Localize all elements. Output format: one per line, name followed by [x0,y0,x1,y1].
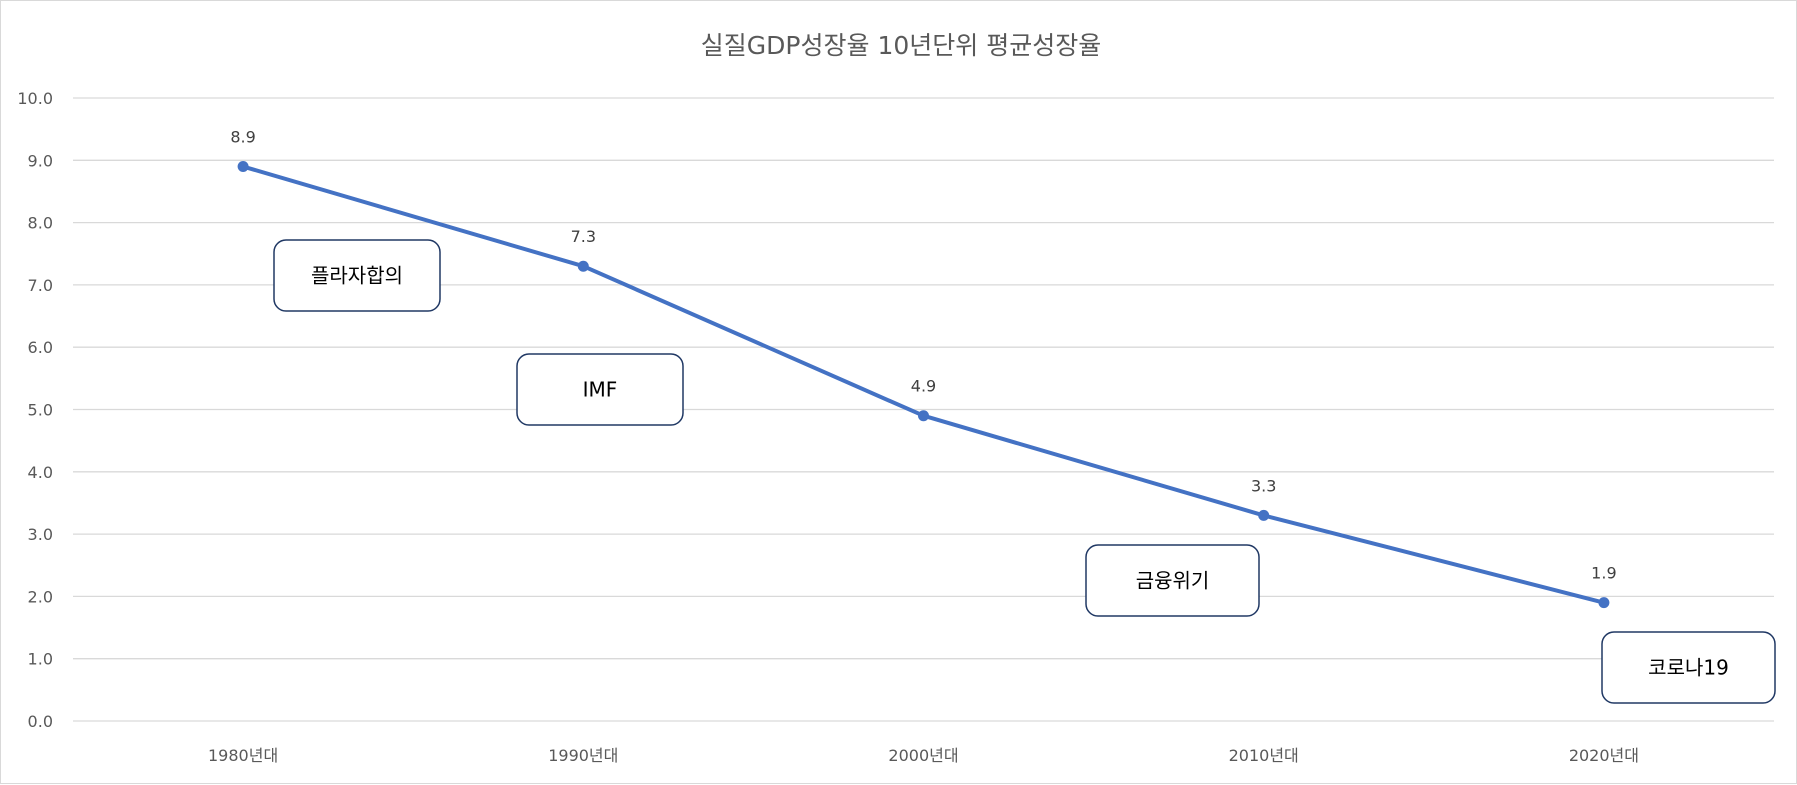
y-tick-label: 2.0 [28,587,53,606]
annotation-box [1085,544,1260,617]
data-point [1258,509,1270,521]
data-label: 1.9 [1591,564,1616,583]
gridlines [73,97,1774,722]
annotation-text: IMF [583,378,618,402]
data-labels: 8.9 7.3 4.9 3.3 1.9 [230,128,1616,583]
annotation-callout: 코로나19 [1601,631,1776,704]
x-axis-ticks: 1980년대 1990년대 2000년대 2010년대 2020년대 [208,746,1639,765]
annotation-box [516,353,684,426]
annotation-box [1601,631,1776,704]
data-point [577,260,589,272]
x-tick-label: 1990년대 [548,746,618,765]
data-point [237,161,249,173]
chart-title: 실질GDP성장율 10년단위 평균성장율 [701,31,1101,60]
data-label: 3.3 [1251,476,1276,495]
y-tick-label: 9.0 [28,151,53,170]
y-tick-label: 10.0 [17,89,53,108]
annotation-callout: IMF [516,353,684,426]
annotation-text: 플라자합의 [311,264,403,288]
x-tick-label: 1980년대 [208,746,278,765]
y-axis-ticks: 0.0 1.0 2.0 3.0 4.0 5.0 6.0 7.0 8.0 9.0 10.0 [17,89,53,731]
y-tick-label: 7.0 [28,276,53,295]
data-label: 8.9 [230,128,255,147]
y-tick-label: 1.0 [28,650,53,669]
y-tick-label: 3.0 [28,525,53,544]
data-label: 4.9 [911,377,936,396]
data-label: 7.3 [571,227,596,246]
y-tick-label: 6.0 [28,338,53,357]
x-tick-label: 2020년대 [1569,746,1639,765]
series [237,161,1610,609]
y-tick-label: 4.0 [28,463,53,482]
annotation-callout: 금융위기 [1085,544,1260,617]
x-tick-label: 2000년대 [888,746,958,765]
annotation-callout: 플라자합의 [273,239,441,312]
annotation-text: 금융위기 [1136,569,1210,593]
data-point [1598,597,1610,609]
data-point [918,410,929,422]
x-tick-label: 2010년대 [1229,746,1299,765]
annotation-box [273,239,441,312]
y-tick-label: 0.0 [28,712,53,731]
y-tick-label: 5.0 [28,401,53,420]
y-tick-label: 8.0 [28,214,53,233]
annotation-text: 코로나19 [1648,656,1729,680]
